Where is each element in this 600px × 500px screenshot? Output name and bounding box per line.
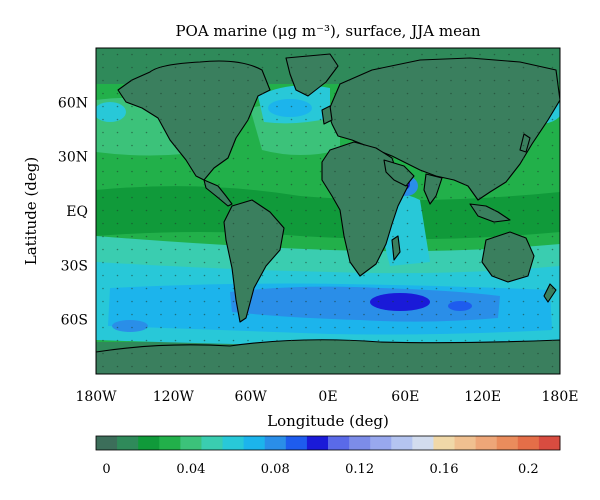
colorbar-swatch — [496, 436, 519, 450]
colorbar-swatch — [454, 436, 477, 450]
colorbar-swatch — [370, 436, 392, 450]
colorbar-swatch — [538, 436, 561, 450]
x-axis-ticks: 180W 120W 60W 0E 60E 120E 180E — [75, 389, 578, 405]
map-field — [96, 48, 560, 374]
colorbar-swatch — [117, 436, 139, 450]
colorbar-swatch — [243, 436, 266, 450]
colorbar-swatch — [412, 436, 434, 450]
colorbar — [95, 435, 561, 451]
x-tick-label: 0E — [318, 389, 337, 405]
x-tick-label: 60E — [391, 389, 419, 405]
y-axis-label: Latitude (deg) — [22, 157, 40, 265]
y-tick-label: EQ — [66, 204, 88, 220]
colorbar-swatch — [306, 436, 329, 450]
map-panel — [95, 47, 561, 375]
colorbar-swatch — [328, 436, 350, 450]
x-tick-label: 120W — [153, 389, 195, 405]
x-axis-label: Longitude (deg) — [267, 412, 389, 430]
colorbar-tick-label: 0.2 — [518, 462, 539, 477]
x-tick-label: 120E — [464, 389, 501, 405]
y-tick-label: 30N — [58, 150, 88, 166]
colorbar-swatch — [222, 436, 245, 450]
map-title: POA marine (μg m⁻³), surface, JJA mean — [175, 22, 480, 40]
colorbar-tick-label: 0.16 — [430, 462, 459, 477]
grid-dots — [96, 48, 560, 374]
colorbar-frame — [95, 435, 561, 451]
colorbar-swatch — [138, 436, 160, 450]
colorbar-tick-label: 0.12 — [345, 462, 374, 477]
x-tick-label: 60W — [235, 389, 268, 405]
colorbar-swatch — [433, 436, 455, 450]
x-tick-label: 180W — [75, 389, 117, 405]
colorbar-swatch — [180, 436, 202, 450]
colorbar-swatch — [264, 436, 287, 450]
colorbar-swatch — [96, 436, 118, 450]
colorbar-tick-label: 0 — [102, 462, 110, 477]
colorbar-tick-label: 0.08 — [261, 462, 290, 477]
colorbar-swatch — [349, 436, 371, 450]
colorbar-tick-label: 0.04 — [176, 462, 205, 477]
map-frame — [95, 47, 561, 375]
y-tick-label: 60S — [61, 313, 88, 329]
y-tick-label: 30S — [61, 258, 88, 274]
colorbar-swatch — [201, 436, 223, 450]
colorbar-swatch — [475, 436, 498, 450]
colorbar-swatch — [517, 436, 540, 450]
y-tick-label: 60N — [58, 95, 88, 111]
colorbar-swatch — [285, 436, 308, 450]
colorbar-swatch — [391, 436, 413, 450]
y-axis-ticks: 60N 30N EQ 30S 60S — [58, 95, 88, 328]
x-tick-label: 180E — [542, 389, 579, 405]
colorbar-swatch — [159, 436, 181, 450]
colorbar-ticks: 0 0.04 0.08 0.12 0.16 0.2 — [102, 462, 538, 477]
